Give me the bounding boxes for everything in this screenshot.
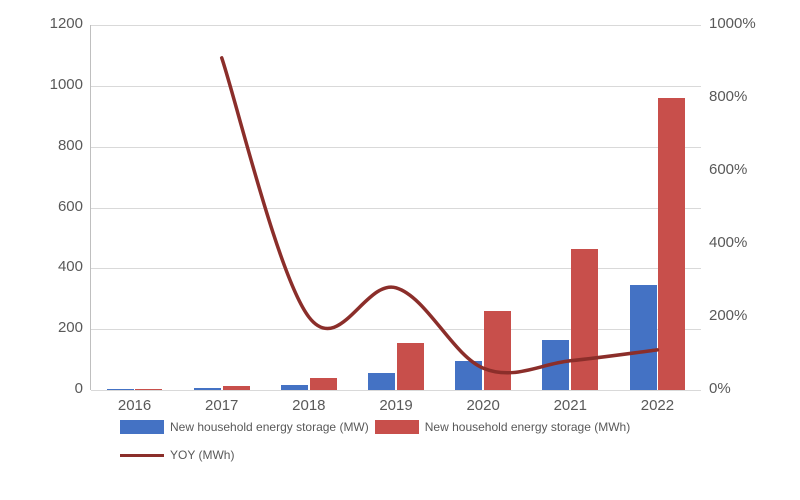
legend-row-bars: New household energy storage (MW) New ho… xyxy=(120,420,630,434)
legend-label-yoy: YOY (MWh) xyxy=(170,448,234,462)
legend: New household energy storage (MW) New ho… xyxy=(120,420,630,476)
x-tick-label: 2016 xyxy=(95,397,175,414)
gridline xyxy=(91,329,701,330)
y2-tick-label: 400% xyxy=(709,234,789,251)
y1-tick-label: 200 xyxy=(23,319,83,336)
gridline xyxy=(91,86,701,87)
x-tick-label: 2022 xyxy=(617,397,697,414)
bar-mwh xyxy=(397,343,424,390)
bar-mwh xyxy=(135,389,162,390)
y1-tick-label: 1000 xyxy=(23,76,83,93)
y2-tick-label: 800% xyxy=(709,88,789,105)
bar-mw xyxy=(455,361,482,390)
bar-mw xyxy=(368,373,395,390)
bar-mw xyxy=(542,340,569,390)
gridline xyxy=(91,268,701,269)
bar-mw xyxy=(194,388,221,390)
y1-tick-label: 400 xyxy=(23,258,83,275)
legend-swatch-mwh xyxy=(375,420,419,434)
plot-area: 0200400600800100012000%200%400%600%800%1… xyxy=(90,25,701,390)
legend-row-line: YOY (MWh) xyxy=(120,448,630,462)
gridline xyxy=(91,390,701,391)
y1-tick-label: 0 xyxy=(23,380,83,397)
bar-mw xyxy=(281,385,308,390)
bar-mw xyxy=(630,285,657,390)
chart-container: 0 200 400 600 800 1000 1200 0% 200% 400% 600% 800% 1… xyxy=(0,0,800,500)
legend-swatch-yoy xyxy=(120,454,164,457)
y2-tick-label: 200% xyxy=(709,307,789,324)
bar-mwh xyxy=(484,311,511,390)
bar-mwh xyxy=(310,378,337,390)
y1-tick-label: 600 xyxy=(23,198,83,215)
bar-mw xyxy=(107,389,134,390)
y2-tick-label: 1000% xyxy=(709,15,789,32)
y2-tick-label: 0% xyxy=(709,380,789,397)
bar-mwh xyxy=(571,249,598,390)
x-tick-label: 2020 xyxy=(443,397,523,414)
y2-tick-label: 600% xyxy=(709,161,789,178)
legend-swatch-mw xyxy=(120,420,164,434)
x-tick-label: 2017 xyxy=(182,397,262,414)
gridline xyxy=(91,147,701,148)
x-tick-label: 2019 xyxy=(356,397,436,414)
y1-tick-label: 1200 xyxy=(23,15,83,32)
gridline xyxy=(91,25,701,26)
gridline xyxy=(91,208,701,209)
x-tick-label: 2018 xyxy=(269,397,349,414)
bar-mwh xyxy=(223,386,250,390)
bar-mwh xyxy=(658,98,685,390)
legend-label-mwh: New household energy storage (MWh) xyxy=(425,420,630,434)
legend-label-mw: New household energy storage (MW) xyxy=(170,420,369,434)
x-tick-label: 2021 xyxy=(530,397,610,414)
y1-tick-label: 800 xyxy=(23,137,83,154)
